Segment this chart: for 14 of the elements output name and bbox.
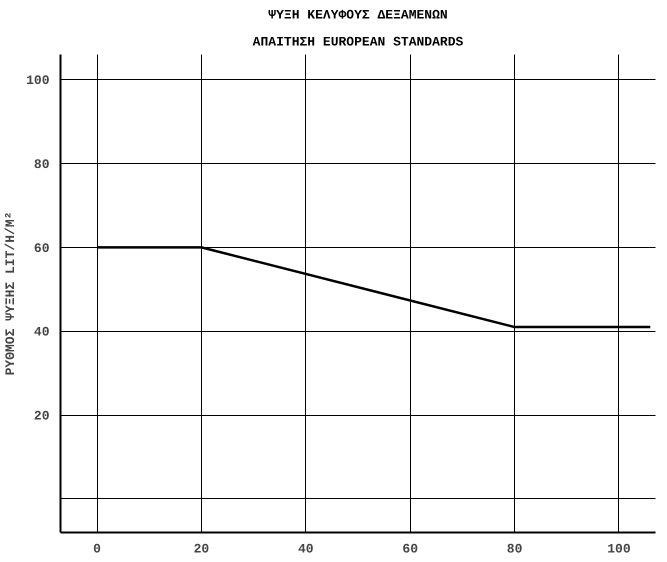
- x-tick-label: 60: [402, 542, 418, 556]
- x-tick-label: 0: [93, 542, 102, 556]
- y-axis-title: ΡΥΘΜΟΣ ΨΥΞΗΣ LIT/H/M²: [3, 212, 18, 376]
- x-tick-label: 40: [298, 542, 314, 556]
- x-tick-label: 80: [506, 542, 523, 556]
- chart-subtitle: ΑΠΑΙΤΗΣΗ EUROPEAN STANDARDS: [252, 34, 464, 50]
- y-tick-label: 20: [34, 408, 50, 424]
- y-tick-label: 60: [34, 240, 50, 256]
- y-tick-label: 80: [34, 157, 50, 172]
- y-tick-label: 40: [34, 324, 50, 340]
- x-tick-label: 20: [194, 542, 210, 556]
- chart-title: ΨΥΞΗ ΚΕΛΥΦΟΥΣ ΔΕΞΑΜΕΝΩΝ: [268, 8, 448, 22]
- x-tick-label: 100: [607, 542, 631, 556]
- y-tick-label: 100: [26, 73, 50, 88]
